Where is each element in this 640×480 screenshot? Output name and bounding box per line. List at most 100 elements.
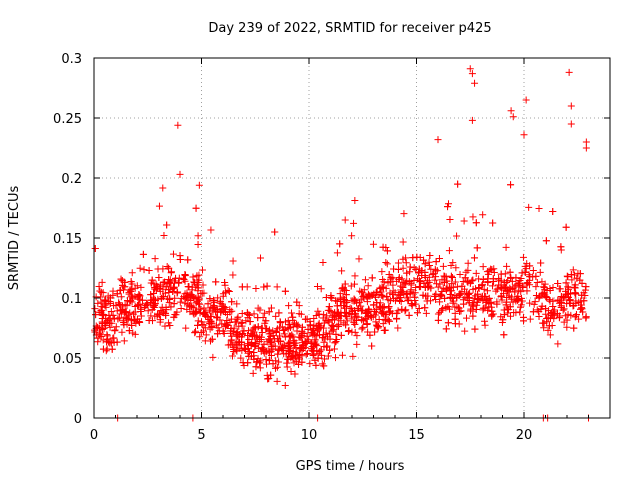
data-point <box>91 244 99 252</box>
data-point <box>340 286 348 294</box>
data-point <box>222 321 230 329</box>
data-point <box>337 309 345 317</box>
data-point <box>122 308 130 316</box>
data-point <box>358 316 366 324</box>
data-point <box>244 332 252 340</box>
data-point <box>484 278 492 286</box>
data-point <box>489 282 497 290</box>
data-point <box>453 303 461 311</box>
data-point <box>238 283 246 291</box>
data-point <box>400 210 408 218</box>
data-point <box>303 350 311 358</box>
data-point <box>306 321 314 329</box>
data-point <box>446 287 454 295</box>
data-point <box>576 270 584 278</box>
data-point <box>202 312 210 320</box>
data-points <box>91 65 592 422</box>
data-point <box>314 327 322 335</box>
data-point <box>504 288 512 296</box>
data-point <box>256 306 264 314</box>
data-point <box>273 377 281 385</box>
data-point <box>157 294 165 302</box>
data-point <box>540 319 548 327</box>
data-point <box>570 283 578 291</box>
data-point <box>157 281 165 289</box>
data-point <box>411 297 419 305</box>
data-point <box>456 270 464 278</box>
data-point <box>542 293 550 301</box>
data-point <box>150 301 158 309</box>
data-point <box>240 344 248 352</box>
data-point <box>471 79 479 87</box>
data-point <box>465 294 473 302</box>
data-point <box>191 329 199 337</box>
data-point <box>170 300 178 308</box>
data-point <box>107 308 115 316</box>
data-point <box>319 258 327 266</box>
data-point <box>208 323 216 331</box>
data-point <box>353 340 361 348</box>
data-point <box>337 295 345 303</box>
data-point <box>262 317 270 325</box>
data-point <box>425 261 433 269</box>
data-point <box>561 293 569 301</box>
data-point <box>469 213 477 221</box>
data-point <box>503 287 511 295</box>
data-point <box>537 259 545 267</box>
data-point <box>548 311 556 319</box>
data-point <box>165 264 173 272</box>
data-point <box>341 216 349 224</box>
data-point <box>525 203 533 211</box>
data-point <box>333 249 341 257</box>
data-point <box>567 120 575 128</box>
data-point <box>379 243 387 251</box>
data-point <box>111 326 119 334</box>
data-point <box>227 324 235 332</box>
data-point <box>410 264 418 272</box>
data-point <box>265 356 273 364</box>
data-point <box>479 296 487 304</box>
data-point <box>500 278 508 286</box>
data-point <box>483 287 491 295</box>
data-point <box>576 276 584 284</box>
data-point <box>120 321 128 329</box>
data-point <box>96 331 104 339</box>
data-point <box>278 323 286 331</box>
data-point <box>221 303 229 311</box>
data-point <box>253 358 261 366</box>
data-point <box>538 302 546 310</box>
data-point <box>520 317 528 325</box>
y-tick-label: 0.2 <box>61 172 82 187</box>
data-point <box>373 299 381 307</box>
x-tick-label: 15 <box>408 428 425 443</box>
data-point <box>345 310 353 318</box>
data-point <box>254 304 262 312</box>
data-point <box>429 271 437 279</box>
data-point <box>189 309 197 317</box>
data-point <box>424 283 432 291</box>
data-point <box>194 284 202 292</box>
data-point <box>475 295 483 303</box>
data-point <box>284 325 292 333</box>
data-point <box>421 304 429 312</box>
data-point <box>251 332 259 340</box>
data-point <box>480 285 488 293</box>
data-point <box>549 207 557 215</box>
data-point <box>520 131 528 139</box>
data-point <box>347 282 355 290</box>
data-point <box>325 303 333 311</box>
data-point <box>176 252 184 260</box>
data-point <box>204 300 212 308</box>
data-point <box>177 305 185 313</box>
data-point <box>436 292 444 300</box>
data-point <box>123 302 131 310</box>
data-point <box>115 299 123 307</box>
data-point <box>425 282 433 290</box>
data-point <box>502 243 510 251</box>
data-point <box>273 363 281 371</box>
data-point <box>105 319 113 327</box>
data-point <box>385 302 393 310</box>
data-point <box>320 362 328 370</box>
data-point <box>234 313 242 321</box>
data-point <box>533 278 541 286</box>
